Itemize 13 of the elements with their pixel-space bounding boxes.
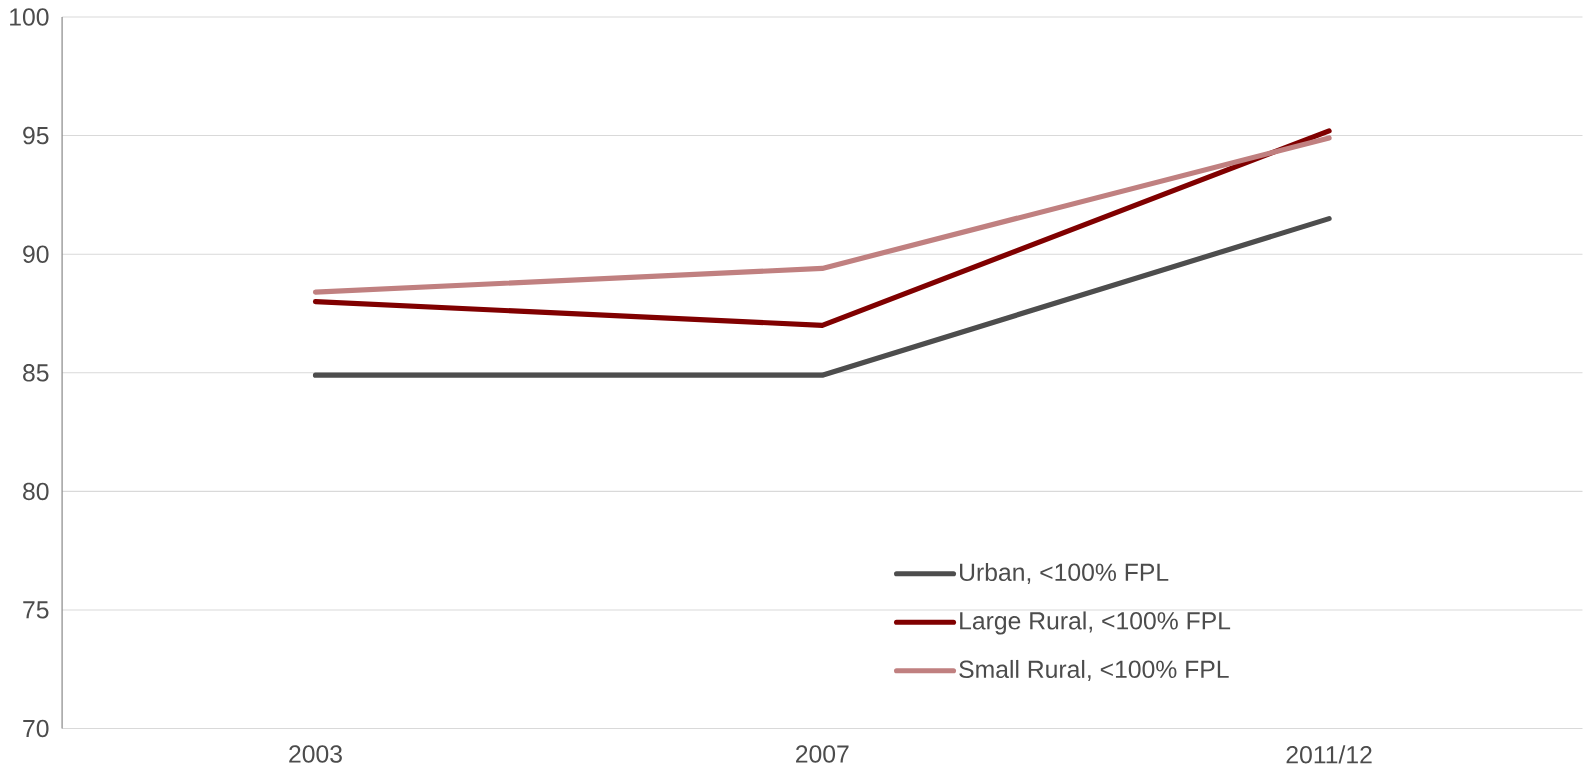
y-tick-label: 85: [23, 364, 49, 382]
x-tick-label: 2011/12: [1286, 745, 1372, 764]
y-tick-label: 70: [23, 719, 49, 738]
legend-label: Urban, <100% FPL: [960, 563, 1169, 585]
y-tick-label: 80: [23, 482, 49, 501]
y-tick-label: 100: [10, 8, 49, 26]
y-tick-label: 75: [23, 601, 49, 619]
legend-label: Large Rural, <100% FPL: [960, 611, 1231, 635]
x-tick-label: 2007: [796, 745, 849, 763]
y-tick-label: 90: [23, 245, 49, 264]
legend-label: Small Rural, <100% FPL: [959, 660, 1229, 682]
x-tick-label: 2003: [289, 745, 342, 763]
y-tick-label: 95: [23, 126, 49, 145]
